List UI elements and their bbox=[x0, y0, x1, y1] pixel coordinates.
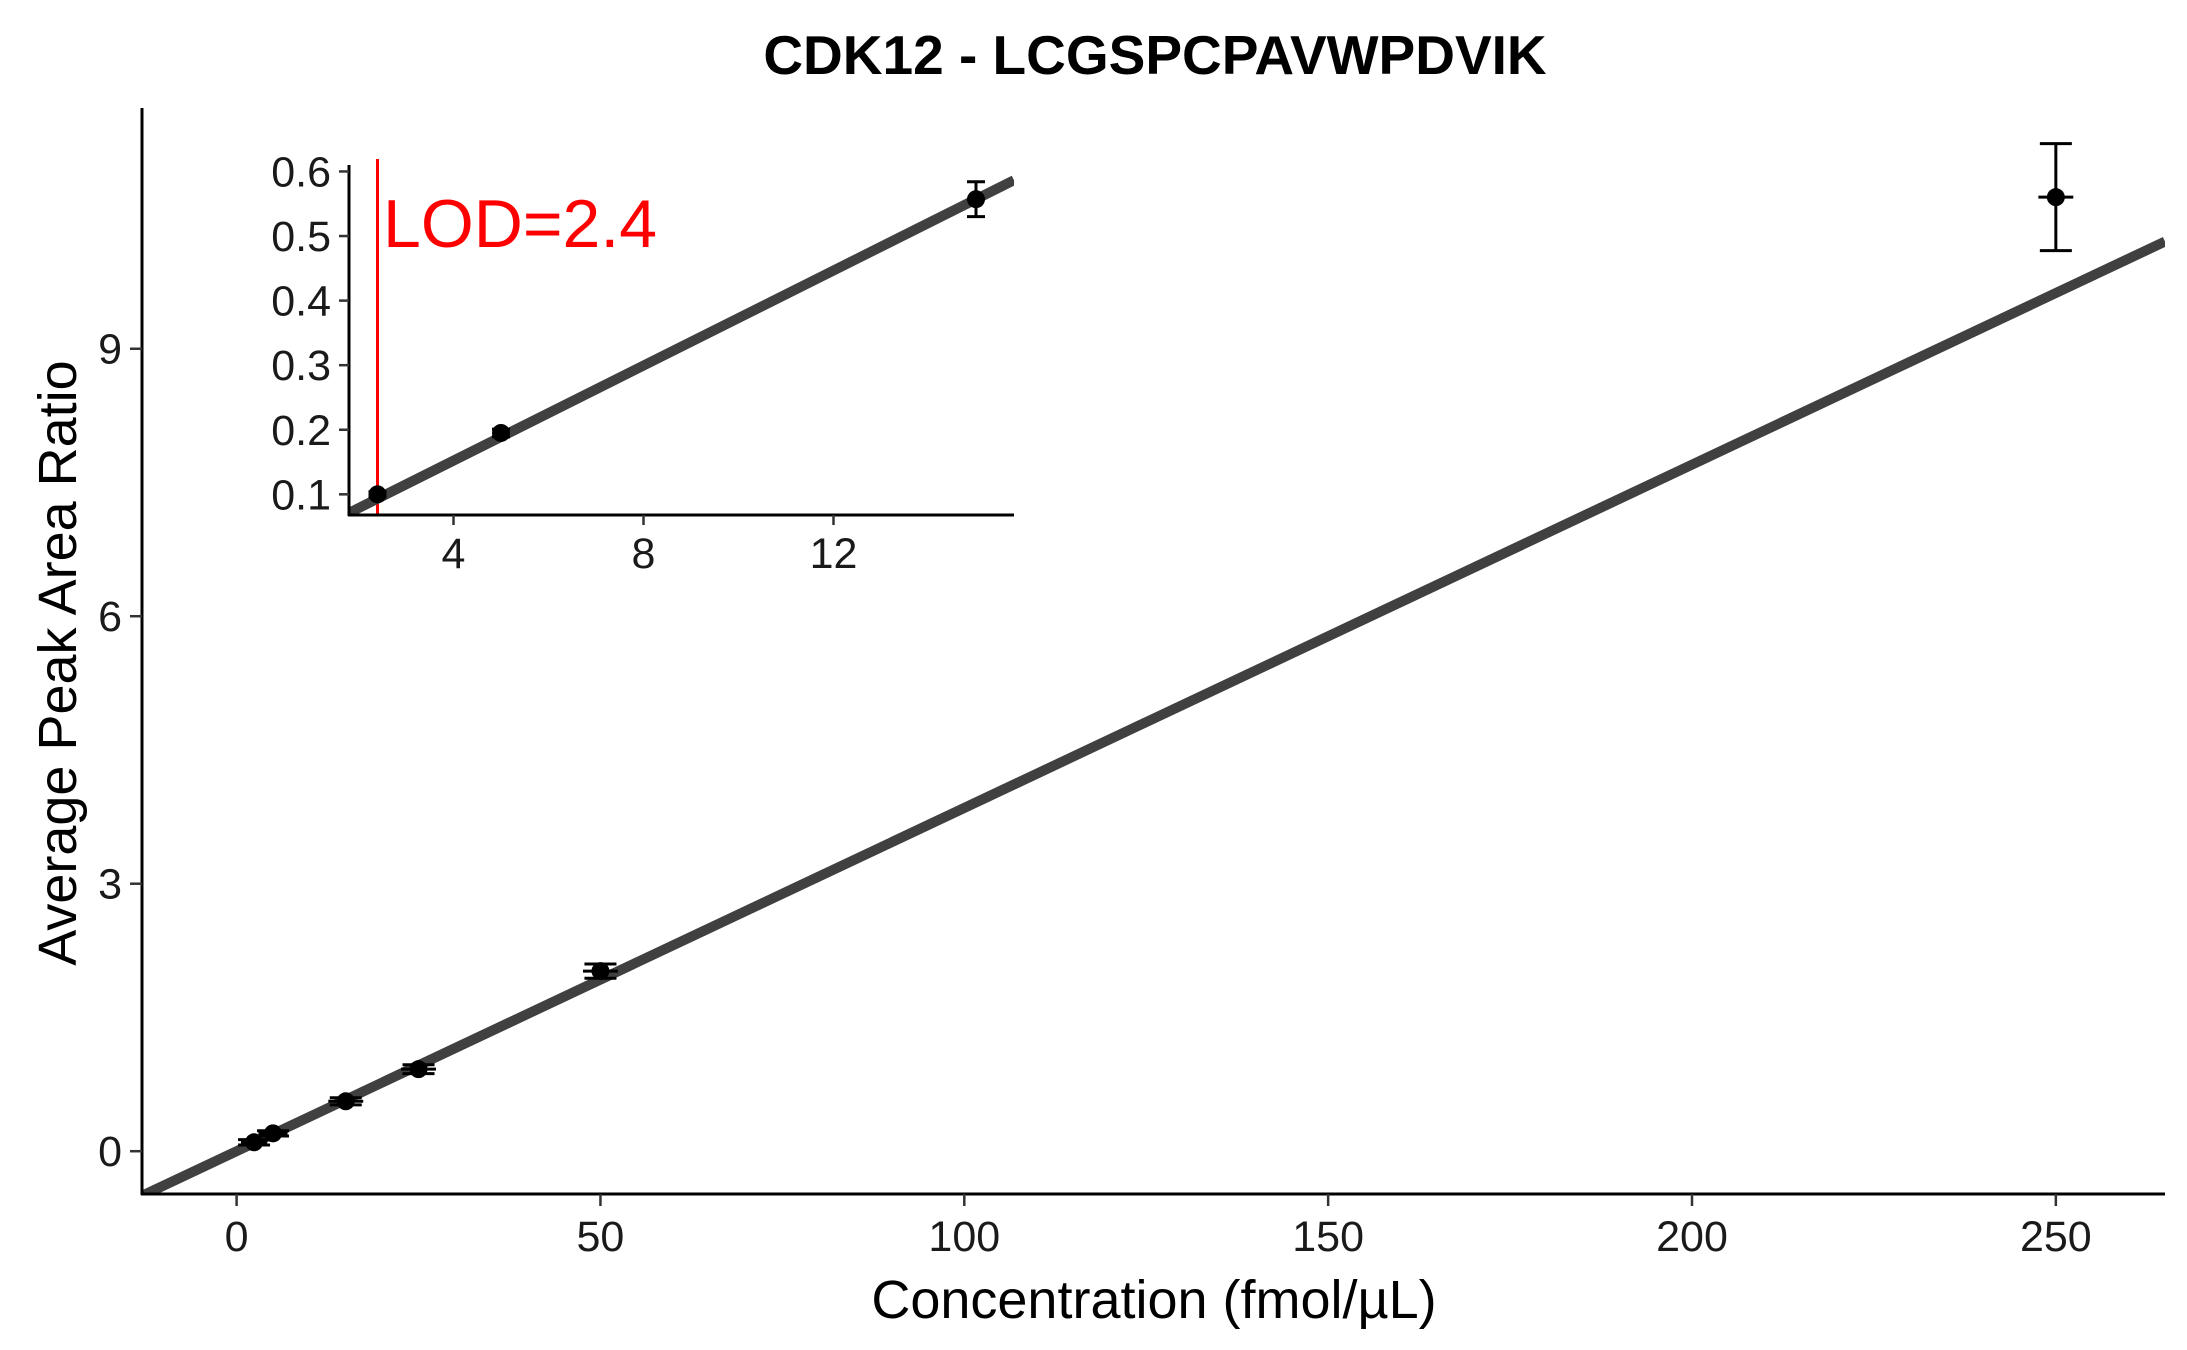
inset-y-tick-label: 0.5 bbox=[271, 213, 331, 261]
main-data-point bbox=[591, 962, 610, 981]
inset-fit-line bbox=[349, 175, 1014, 515]
main-x-tick-label: 0 bbox=[225, 1213, 249, 1261]
inset-y-tick-label: 0.6 bbox=[271, 148, 331, 196]
inset-x-tick-label: 8 bbox=[632, 530, 656, 578]
inset-y-tick-label: 0.4 bbox=[271, 278, 331, 326]
main-x-tick-label: 200 bbox=[1656, 1213, 1728, 1261]
main-data-point bbox=[263, 1124, 282, 1143]
main-data-point bbox=[245, 1133, 264, 1152]
main-x-tick-label: 250 bbox=[2020, 1213, 2092, 1261]
main-y-tick-label: 3 bbox=[98, 861, 122, 909]
lod-label: LOD=2.4 bbox=[383, 186, 657, 262]
main-x-tick-label: 50 bbox=[577, 1213, 625, 1261]
inset-y-tick-label: 0.1 bbox=[271, 471, 331, 519]
inset-y-tick-label: 0.2 bbox=[271, 407, 331, 455]
main-y-tick-label: 6 bbox=[98, 593, 122, 641]
inset-x-tick-label: 12 bbox=[810, 530, 858, 578]
main-y-tick-label: 9 bbox=[98, 326, 122, 374]
inset-data-point bbox=[368, 485, 387, 504]
inset-data-point bbox=[967, 190, 985, 209]
main-data-point bbox=[409, 1060, 428, 1079]
main-x-tick-label: 100 bbox=[928, 1213, 1000, 1261]
y-axis-label: Average Peak Area Ratio bbox=[28, 360, 88, 965]
chart-title: CDK12 - LCGSPCPAVWPDVIK bbox=[763, 24, 1547, 86]
x-axis-label: Concentration (fmol/µL) bbox=[871, 1270, 1436, 1330]
main-data-point bbox=[2046, 188, 2065, 207]
main-fit-line bbox=[142, 236, 2165, 1194]
inset-data-point bbox=[492, 423, 510, 442]
inset-x-tick-label: 4 bbox=[442, 530, 466, 578]
main-data-point bbox=[336, 1092, 355, 1111]
main-x-tick-label: 150 bbox=[1292, 1213, 1364, 1261]
main-panel: 0 50 100 150 200 250 0 3 6 9 bbox=[98, 108, 2165, 1261]
inset-y-tick-label: 0.3 bbox=[271, 342, 331, 390]
main-y-tick-label: 0 bbox=[98, 1128, 122, 1176]
inset-panel: 4 8 12 0.1 0.2 0.3 0.4 0.5 0.6 bbox=[271, 148, 1014, 578]
